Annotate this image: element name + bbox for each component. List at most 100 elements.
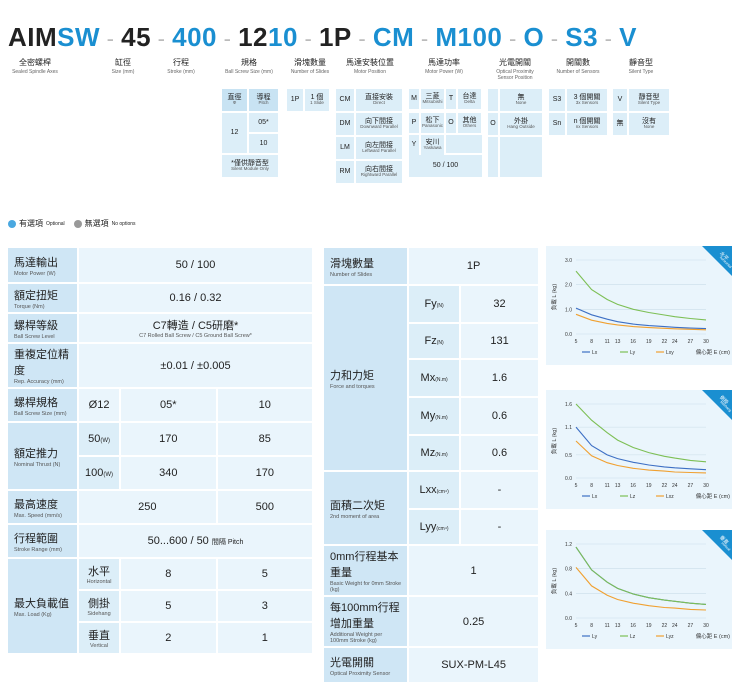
legend-optional: 有選項 — [19, 219, 43, 228]
screw-dia-value: Ø12 — [77, 387, 122, 423]
sensor-desc: 外掛 Hang Outside — [500, 113, 542, 135]
y-axis-label: 負載 L (kg) — [550, 284, 558, 311]
x-tick-label: 5 — [575, 483, 578, 489]
screw-dia-header: 直徑 Φ — [222, 89, 247, 111]
model-code-part: 400 — [172, 22, 217, 52]
x-tick-label: 16 — [630, 623, 636, 629]
code-label: 規格 Ball Screw Size (mm) — [225, 58, 273, 75]
model-code-part: 1P — [318, 22, 352, 52]
model-code-part: 12 — [238, 22, 268, 52]
slides-value: 1P — [407, 246, 540, 286]
base-weight-value: 1 — [407, 544, 540, 597]
chart-tag-en: vertical — [720, 541, 731, 552]
model-code-part: - — [502, 26, 524, 51]
screw-note: *僅供靜音型 Silent Module Only — [222, 155, 278, 177]
motor-brand-desc: 安川 Yaskawa — [421, 135, 444, 155]
x-tick-label: 5 — [575, 623, 578, 629]
code-label: 馬達安裝位置 Motor Position — [346, 58, 394, 75]
model-code-part: SW — [57, 22, 101, 52]
force-value: 0.6 — [459, 434, 540, 472]
y-tick-label: 0.0 — [565, 332, 572, 338]
motor-brand-code: Y — [409, 135, 419, 155]
series-line-lx — [575, 426, 707, 471]
slide-code: 1P — [287, 89, 303, 111]
motor-brand-desc: 台達 Delta — [458, 89, 481, 109]
x-axis-label: 偏心距 E (cm) — [696, 492, 730, 500]
code-label: 開關數 Number of Sensors — [556, 58, 600, 75]
x-tick-label: 16 — [630, 483, 636, 489]
speed-value: 250 — [77, 489, 218, 525]
sensor-code: O — [488, 113, 498, 135]
load-value: 3 — [215, 589, 315, 623]
spec-table-right: 滑塊數量 Number of Slides 1P 力和力矩 Force and tor… — [321, 246, 540, 684]
series-line-lx — [575, 307, 707, 330]
load-value: 1 — [215, 621, 315, 655]
motor-brand-desc: 三菱 Mitsubishi — [421, 89, 444, 109]
screw-grade-value: C7轉造 / C5研磨* C7 Rolled Ball Screw / C5 Gr… — [77, 312, 314, 344]
x-tick-label: 19 — [646, 339, 652, 345]
sensor-value: SUX-PM-L45 — [407, 646, 540, 684]
sensor-num-code: Sn — [549, 113, 565, 135]
motor-pos-desc: 向右間接 Rightward Parallel — [356, 161, 402, 183]
series-line-lxy — [575, 313, 707, 331]
y-tick-label: 2.0 — [565, 283, 572, 289]
model-code-part: - — [544, 26, 566, 51]
y-tick-label: 0.8 — [565, 567, 572, 573]
motor-brand-code: M — [409, 89, 419, 109]
load-value: 8 — [119, 557, 218, 591]
x-tick-label: 16 — [630, 339, 636, 345]
y-tick-label: 1.6 — [565, 402, 572, 408]
x-tick-label: 5 — [575, 339, 578, 345]
x-tick-label: 8 — [590, 483, 593, 489]
x-tick-label: 8 — [590, 623, 593, 629]
sensor-code — [488, 137, 498, 177]
model-code-part: CM — [372, 22, 415, 52]
x-tick-label: 22 — [662, 339, 668, 345]
thrust-value: 170 — [215, 455, 315, 491]
x-tick-label: 24 — [672, 483, 678, 489]
row-label: 馬達輸出 Motor Power (W) — [5, 246, 80, 284]
x-tick-label: 13 — [615, 623, 621, 629]
legend-label: Lxy — [666, 350, 674, 356]
motor-power-value: 50 / 100 — [77, 246, 314, 284]
motor-pos-code: DM — [336, 113, 354, 135]
motor-pos-code: LM — [336, 137, 354, 159]
thrust-value: 170 — [119, 421, 218, 457]
x-tick-label: 13 — [615, 483, 621, 489]
silent-code: V — [613, 89, 627, 111]
accuracy-value: ±0.01 / ±0.005 — [77, 342, 314, 389]
series-line-lz — [575, 546, 707, 605]
force-value: 32 — [459, 284, 540, 324]
y-tick-label: 0.4 — [565, 591, 572, 597]
sensor-num-desc: 3 個開關 3x Sensors — [567, 89, 607, 111]
x-tick-label: 30 — [703, 339, 709, 345]
force-value: 1.6 — [459, 358, 540, 398]
chart-sidehang: 側掛 sidehang 0.0 0.5 1.1 1.6 5 8 11 13 16 19 22 24 27 30… — [546, 390, 732, 509]
x-tick-label: 13 — [615, 339, 621, 345]
screw-pitch: 05* — [249, 113, 278, 132]
y-tick-label: 0.5 — [565, 453, 572, 459]
add-weight-value: 0.25 — [407, 595, 540, 648]
force-value: 131 — [459, 322, 540, 360]
model-code-part: AIM — [8, 22, 58, 52]
sensor-code — [488, 89, 498, 111]
x-tick-label: 8 — [590, 339, 593, 345]
silent-code: 無 — [613, 113, 627, 135]
model-code-part: - — [414, 26, 436, 51]
motor-pos-desc: 向左間接 Leftward Parallel — [356, 137, 402, 159]
code-label: 光電開關 Optical Proximity Sensor Position — [496, 58, 534, 81]
code-label: 行程 Stroke (mm) — [167, 58, 195, 75]
model-code-part: - — [598, 26, 620, 51]
x-tick-label: 22 — [662, 483, 668, 489]
thrust-value: 340 — [119, 455, 218, 491]
series-line-lxz — [575, 440, 707, 474]
y-tick-label: 1.0 — [565, 307, 572, 313]
load-value: 5 — [215, 557, 315, 591]
speed-value: 500 — [215, 489, 315, 525]
sensor-desc — [500, 137, 542, 177]
load-value: 2 — [119, 621, 218, 655]
chart-vertical: 垂直 vertical 0.0 0.4 0.8 1.2 5 8 11 13 16 19 22 24 27 30… — [546, 530, 732, 649]
x-tick-label: 27 — [688, 483, 694, 489]
model-code-part: - — [100, 26, 122, 51]
